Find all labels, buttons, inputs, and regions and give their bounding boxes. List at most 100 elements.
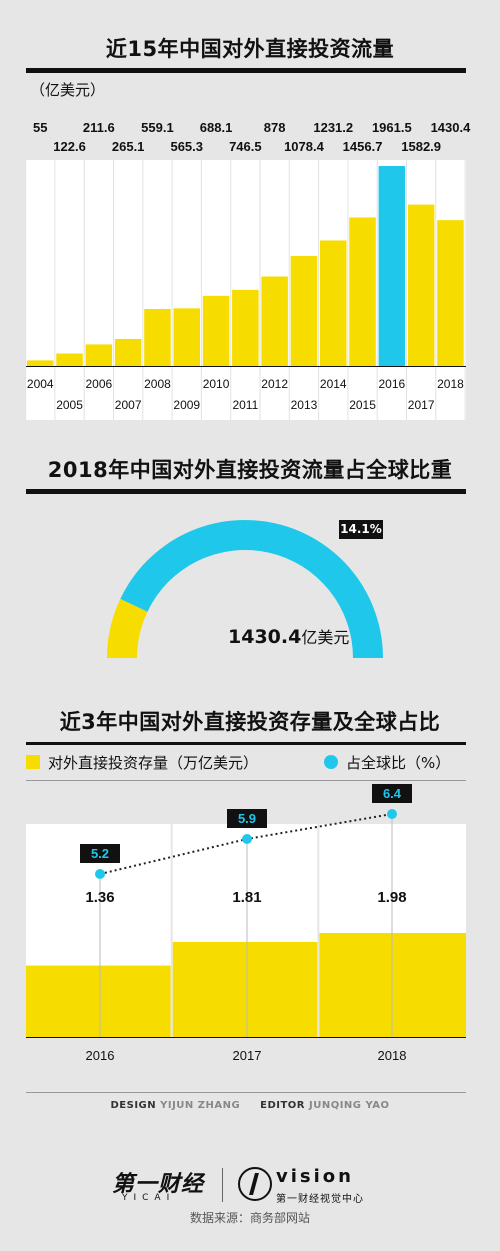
flow-value-label: 746.5	[229, 139, 262, 154]
flow-bar	[114, 338, 142, 366]
brand-divider	[222, 1168, 223, 1202]
flow-chart-title: 近15年中国对外直接投资流量	[105, 37, 395, 61]
flow-bar-chart: 55 2004 122.6 2005 211.6 2006 265.1 2007 559.1 20…	[25, 120, 472, 420]
stock-column-gap	[170, 824, 173, 1037]
stock-chart: 1.36 2016 1.81 2017 1.98 2018 5.2 5.9 6.4	[26, 784, 467, 1063]
design-label: DESIGN	[110, 1100, 157, 1111]
brand-logos: 第一财经 YICAI vision 第一财经视觉中心	[0, 1166, 500, 1206]
title-underline	[26, 742, 466, 745]
credits: DESIGN YIJUN ZHANG EDITOR JUNQING YAO	[0, 1100, 500, 1111]
flow-value-label: 559.1	[141, 120, 174, 135]
flow-bar	[56, 353, 83, 366]
flow-bar	[232, 289, 259, 366]
title-underline	[26, 489, 466, 494]
flow-year-label: 2017	[408, 398, 435, 412]
share-value-label: 1430.4亿美元	[228, 624, 349, 648]
stock-year-label: 2017	[233, 1048, 262, 1063]
share-value-unit: 亿美元	[301, 628, 350, 647]
flow-value-label: 122.6	[53, 139, 86, 154]
stock-bar	[319, 933, 467, 1037]
flow-year-label: 2015	[349, 398, 376, 412]
gauge-rest-slice	[107, 598, 148, 658]
flow-year-label: 2008	[144, 377, 171, 391]
flow-bar	[349, 217, 376, 366]
flow-value-label: 878	[264, 120, 286, 135]
share-chart-title: 2018年中国对外直接投资流量占全球比重	[47, 458, 453, 482]
flow-year-label: 2016	[378, 377, 405, 391]
flow-bar	[27, 360, 54, 366]
data-source: 数据来源：商务部网站	[189, 1211, 310, 1225]
share-value-label: 6.4	[383, 786, 402, 801]
flow-year-label: 2006	[85, 377, 112, 391]
flow-year-label: 2011	[232, 398, 258, 412]
flow-value-label: 1961.5	[372, 120, 412, 135]
stock-year-label: 2016	[86, 1048, 115, 1063]
flow-value-label: 1582.9	[401, 139, 441, 154]
flow-year-label: 2012	[261, 377, 288, 391]
flow-bar	[144, 308, 171, 366]
stock-bar	[172, 941, 318, 1037]
flow-bar	[173, 308, 200, 366]
design-name: YIJUN ZHANG	[160, 1100, 241, 1111]
share-dot	[242, 834, 252, 844]
title-underline	[26, 68, 466, 73]
flow-year-label: 2005	[56, 398, 83, 412]
flow-value-label: 1456.7	[343, 139, 383, 154]
flow-value-label: 211.6	[83, 120, 115, 135]
flow-year-label: 2004	[27, 377, 54, 391]
share-dot	[387, 809, 397, 819]
legend-divider	[26, 780, 466, 781]
stock-column-gap	[317, 824, 320, 1037]
legend-bar-label: 对外直接投资存量（万亿美元）	[48, 754, 259, 772]
gauge-china-slice	[120, 520, 383, 658]
flow-value-label: 688.1	[200, 120, 233, 135]
share-dot	[95, 869, 105, 879]
share-value-number: 1430.4	[228, 626, 302, 648]
legend-dot-swatch	[324, 755, 338, 769]
yicai-logo-en: YICAI	[122, 1193, 176, 1203]
footer-divider	[26, 1092, 466, 1093]
stock-year-label: 2018	[378, 1048, 407, 1063]
share-badge	[227, 809, 267, 828]
vision-subtitle: 第一财经视觉中心	[276, 1194, 364, 1205]
share-gauge	[107, 520, 383, 658]
flow-value-label: 1078.4	[284, 139, 325, 154]
share-percent-badge: 14.1%	[339, 520, 383, 539]
stock-value-label: 1.36	[85, 889, 114, 906]
flow-year-label: 2009	[173, 398, 200, 412]
flow-bar	[437, 220, 464, 366]
flow-bar	[407, 204, 435, 366]
stock-bar	[26, 965, 171, 1037]
flow-value-label: 55	[33, 120, 47, 135]
flow-year-label: 2007	[115, 398, 142, 412]
share-value-label: 5.9	[238, 811, 256, 826]
flow-value-label: 565.3	[170, 139, 203, 154]
flow-year-label: 2018	[437, 377, 464, 391]
flow-year-label: 2013	[291, 398, 318, 412]
vision-wordmark: vision	[276, 1166, 354, 1187]
flow-value-label: 265.1	[112, 139, 145, 154]
flow-unit-label: （亿美元）	[30, 81, 106, 99]
stock-chart-title: 近3年中国对外直接投资存量及全球占比	[59, 710, 441, 734]
share-value-label: 5.2	[91, 846, 109, 861]
vision-logo-icon	[238, 1167, 272, 1201]
legend-dot-label: 占全球比（%）	[346, 754, 451, 772]
flow-year-label: 2014	[320, 377, 347, 391]
stock-value-label: 1.98	[377, 889, 406, 906]
flow-bar	[261, 276, 288, 366]
flow-value-label: 1231.2	[313, 120, 353, 135]
legend-bar-swatch	[26, 755, 40, 769]
flow-bar	[290, 256, 318, 366]
share-badge	[372, 784, 412, 803]
share-badge	[80, 844, 120, 863]
flow-bar	[202, 295, 230, 366]
yicai-logo: 第一财经	[112, 1172, 205, 1197]
flow-bar	[320, 240, 347, 366]
flow-value-label: 1430.4	[431, 120, 472, 135]
stock-value-label: 1.81	[232, 889, 261, 906]
editor-name: JUNQING YAO	[308, 1100, 390, 1111]
editor-label: EDITOR	[260, 1100, 305, 1111]
flow-year-label: 2010	[203, 377, 230, 391]
flow-bar	[378, 166, 406, 366]
flow-bar	[85, 344, 113, 366]
